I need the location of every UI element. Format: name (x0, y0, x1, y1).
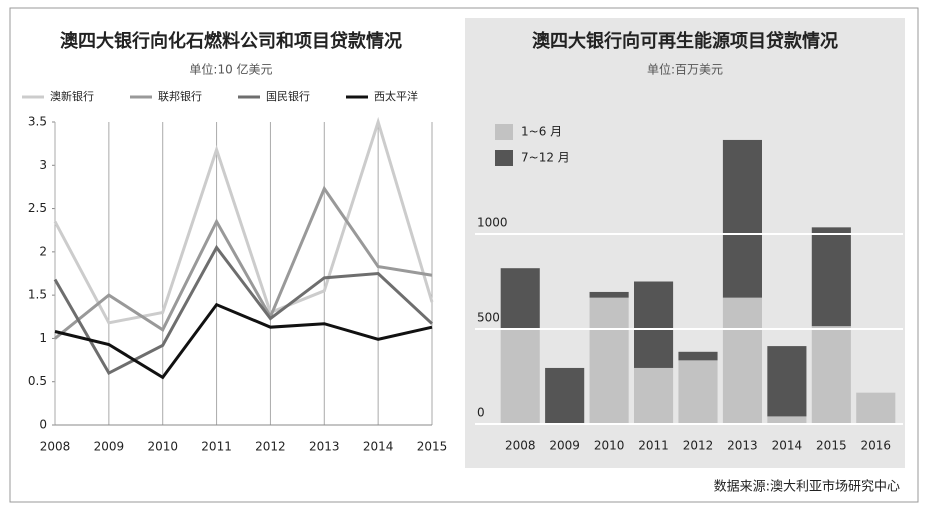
series-line (53, 116, 434, 325)
x-tick-label: 2015 (816, 439, 847, 453)
y-tick-label: 2.5 (28, 201, 47, 215)
bar (722, 297, 762, 424)
bar (634, 281, 674, 368)
legend-label: 西太平洋 (374, 89, 418, 103)
bar (545, 367, 585, 424)
x-tick-label: 2014 (772, 439, 803, 453)
y-tick-label: 2 (39, 244, 47, 258)
x-tick-label: 2013 (727, 439, 758, 453)
legend-label: 7~12 月 (521, 151, 570, 165)
legend-label: 1~6 月 (521, 125, 562, 139)
y-tick-label: 3.5 (28, 115, 47, 129)
bar (767, 416, 807, 424)
x-tick-label: 2008 (40, 440, 71, 454)
y-tick-label: 500 (477, 311, 500, 325)
legend-swatch (495, 150, 513, 166)
y-tick-label: 0.5 (28, 374, 47, 388)
x-tick-label: 2009 (549, 439, 580, 453)
x-tick-label: 2008 (505, 439, 536, 453)
y-tick-label: 1 (39, 331, 47, 345)
y-tick-label: 1000 (477, 216, 508, 230)
x-tick-label: 2010 (594, 439, 625, 453)
legend-label: 国民银行 (266, 89, 310, 103)
bar (722, 139, 762, 298)
bar (589, 297, 629, 424)
x-tick-label: 2016 (861, 439, 892, 453)
x-tick-label: 2011 (201, 440, 232, 454)
x-tick-label: 2013 (309, 440, 340, 454)
x-tick-label: 2012 (255, 440, 286, 454)
x-tick-label: 2014 (363, 440, 394, 454)
series-line (54, 302, 433, 380)
y-tick-label: 0 (477, 406, 485, 420)
bar (811, 326, 851, 424)
bar (500, 268, 540, 329)
x-tick-label: 2012 (683, 439, 714, 453)
y-tick-label: 0 (39, 418, 47, 432)
bar (856, 392, 896, 424)
chart-title: 澳四大银行向化石燃料公司和项目贷款情况 (60, 30, 402, 52)
legend-swatch (495, 124, 513, 140)
legend-label: 澳新银行 (50, 89, 94, 103)
bar (767, 346, 807, 417)
source: 数据来源:澳大利亚市场研究中心 (714, 479, 900, 495)
bar (589, 291, 629, 298)
frame (9, 7, 919, 503)
chart-subtitle: 单位:百万美元 (647, 62, 723, 77)
bar (811, 227, 851, 327)
bar (634, 367, 674, 424)
bar (678, 360, 718, 424)
x-tick-label: 2015 (417, 440, 448, 454)
series-line (54, 185, 433, 340)
bar (500, 329, 540, 424)
series-line (53, 244, 434, 376)
x-tick-label: 2010 (147, 440, 178, 454)
y-tick-label: 1.5 (28, 288, 47, 302)
chart-title: 澳四大银行向可再生能源项目贷款情况 (532, 30, 838, 52)
bar (678, 351, 718, 361)
x-tick-label: 2009 (94, 440, 125, 454)
chart-subtitle: 单位:10 亿美元 (189, 62, 272, 77)
y-tick-label: 3 (39, 158, 47, 172)
x-tick-label: 2011 (638, 439, 669, 453)
legend-label: 联邦银行 (158, 89, 202, 103)
